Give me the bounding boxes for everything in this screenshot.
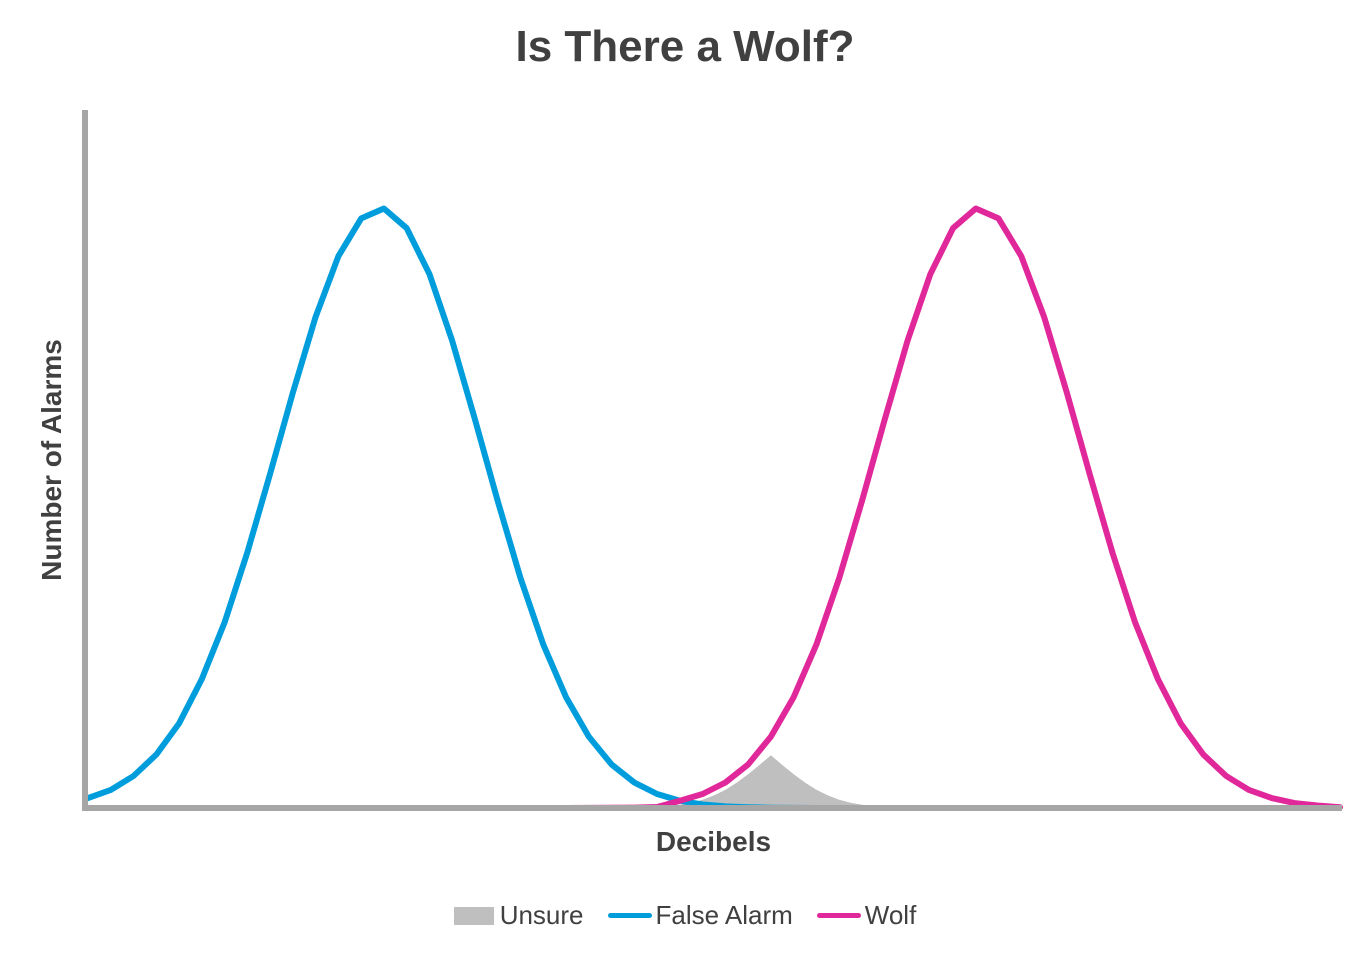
legend-label-false-alarm: False Alarm [655,900,793,930]
series-false-alarm [85,205,888,811]
chart-title: Is There a Wolf? [515,22,855,71]
series-wolf [540,205,1343,811]
legend-item-false-alarm: False Alarm [607,900,793,931]
plot-area [85,205,1343,811]
legend-swatch-unsure [453,906,494,925]
legend-swatch-wolf [816,913,861,918]
legend-label-wolf: Wolf [864,900,917,930]
x-axis-label: Decibels [655,826,772,857]
legend-label-unsure: Unsure [499,900,584,930]
legend: Unsure False Alarm Wolf [0,900,1370,931]
legend-swatch-false-alarm [607,913,652,918]
legend-item-wolf: Wolf [816,900,917,931]
series-unsure [657,755,885,808]
y-axis-label: Number of Alarms [36,339,67,581]
legend-item-unsure: Unsure [453,900,584,931]
